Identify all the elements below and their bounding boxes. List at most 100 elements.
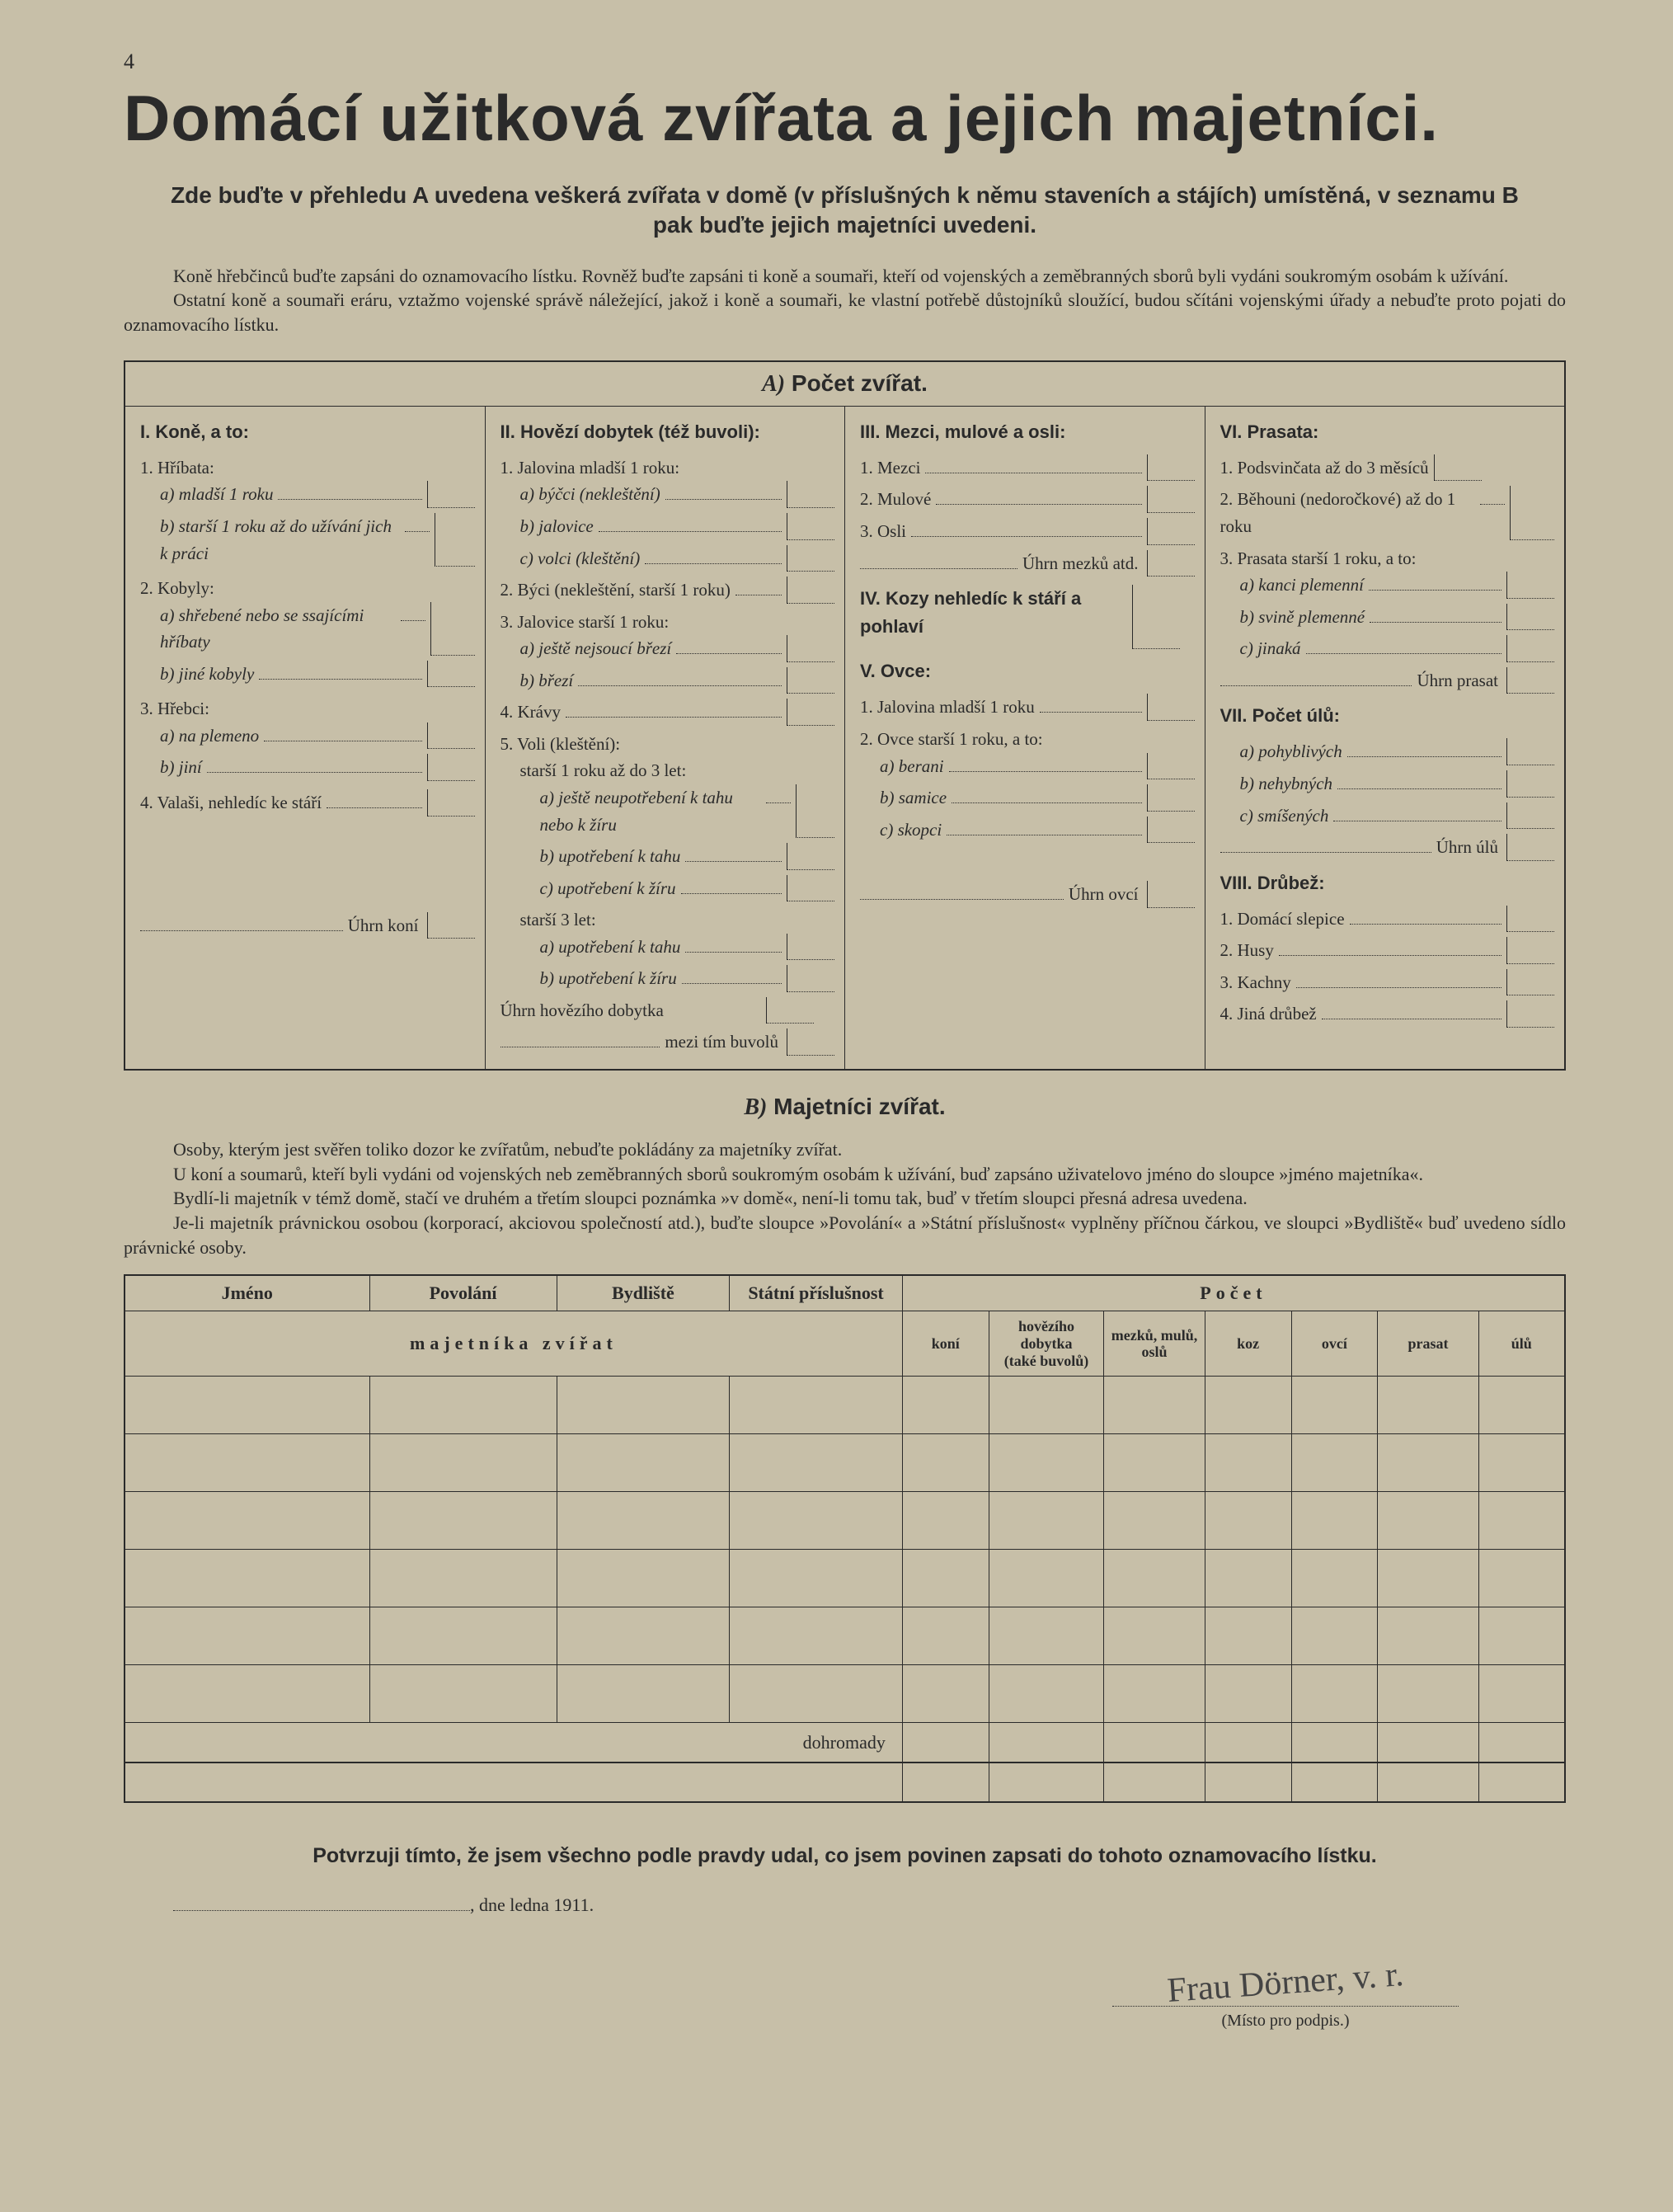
c1-g1: 1. Hříbata:	[140, 454, 475, 482]
c2-g1b: b) jalovice	[520, 513, 594, 540]
c1-total: Úhrn koní	[348, 912, 422, 939]
blank-cell	[1147, 550, 1195, 577]
c1-g3: 3. Hřebci:	[140, 695, 475, 722]
c2-g3: 3. Jalovice starší 1 roku:	[500, 609, 835, 636]
blank-cell	[1510, 486, 1554, 539]
dots	[327, 793, 421, 808]
blank-cell	[1147, 784, 1195, 812]
blank-cell	[1147, 486, 1195, 513]
c2-g5c: c) upotřebení k žíru	[540, 875, 676, 902]
c4-atot: Úhrn prasat	[1417, 667, 1501, 694]
c2-sub: mezi tím buvolů	[665, 1028, 782, 1056]
col-kone: I. Koně, a to: 1. Hříbata: a) mladší 1 r…	[125, 407, 485, 1069]
c3-a3: 3. Osli	[860, 518, 906, 545]
dots	[405, 516, 430, 532]
c2-g5b: b) upotřebení k tahu	[540, 843, 681, 870]
c2-total: Úhrn hovězího dobytka	[500, 997, 761, 1024]
c3-c2b: b) samice	[880, 784, 947, 812]
blank-cell	[427, 789, 475, 817]
th-ovci: ovcí	[1291, 1311, 1378, 1377]
c2-g1: 1. Jalovina mladší 1 roku:	[500, 454, 835, 482]
c3-a1: 1. Mezci	[860, 454, 920, 482]
blank-cell	[1147, 454, 1195, 482]
blank-cell	[787, 667, 834, 694]
blank-cell	[787, 965, 834, 992]
dots	[860, 884, 1064, 900]
section-a-letter: A)	[762, 371, 785, 397]
c4-a3: 3. Prasata starší 1 roku, a to:	[1220, 545, 1555, 572]
main-title: Domácí užitková zvířata a jejich majetní…	[124, 81, 1566, 156]
dots	[1333, 806, 1501, 821]
c2-g3a: a) ještě nejsoucí březí	[520, 635, 672, 662]
dots	[676, 638, 782, 654]
th-hov: hovězího dobytka (také buvolů)	[989, 1311, 1104, 1377]
blank-cell	[1506, 937, 1554, 964]
blank-cell	[427, 912, 475, 939]
blank-cell	[1506, 635, 1554, 662]
c4-b1: a) pohyblivých	[1240, 738, 1342, 765]
col3-titleA: III. Mezci, mulové a osli:	[860, 418, 1195, 446]
blank-cell	[787, 635, 834, 662]
dots	[1370, 607, 1501, 623]
c2-g5s2: starší 3 let:	[500, 906, 835, 934]
col1-title: I. Koně, a to:	[140, 418, 475, 446]
table-row	[125, 1607, 1565, 1665]
dots	[500, 1032, 660, 1047]
intro-text: Koně hřebčinců buďte zapsáni do oznamova…	[124, 264, 1566, 337]
dots	[1347, 742, 1501, 758]
date-line: , dne ledna 1911.	[124, 1894, 1566, 1916]
dots	[1279, 940, 1501, 956]
blank-cell	[427, 722, 475, 750]
dots	[1369, 575, 1501, 591]
col3-titleC: V. Ovce:	[860, 657, 1195, 685]
c1-g3a: a) na plemeno	[160, 722, 259, 750]
section-a-box: A) Počet zvířat. I. Koně, a to: 1. Hříba…	[124, 360, 1566, 1071]
th-statni: Státní příslušnost	[730, 1275, 903, 1311]
table-extra-row	[125, 1763, 1565, 1802]
owners-table: Jméno Povolání Bydliště Státní příslušno…	[124, 1274, 1566, 1803]
c4-c1: 1. Domácí slepice	[1220, 906, 1345, 933]
dots	[645, 548, 782, 564]
c2-g1c: c) volci (kleštění)	[520, 545, 641, 572]
c4-a1: 1. Podsvinčata až do 3 měsíců	[1220, 454, 1429, 482]
c2-g3b: b) březí	[520, 667, 574, 694]
c4-a2: 2. Běhouni (nedoročkové) až do 1 roku	[1220, 486, 1475, 539]
blank-cell	[1506, 969, 1554, 996]
dots	[735, 580, 782, 595]
c4-c3: 3. Kachny	[1220, 969, 1291, 996]
col3-titleB: IV. Kozy nehledíc k stáří a pohlaví	[860, 585, 1127, 641]
c4-b3: c) smíšených	[1240, 802, 1329, 830]
dots	[259, 664, 421, 680]
blank-cell	[787, 513, 834, 540]
c3-atot: Úhrn mezků atd.	[1022, 550, 1142, 577]
th-pocet: Počet	[902, 1275, 1565, 1311]
blank-cell	[787, 545, 834, 572]
section-b-text: Osoby, kterým jest svěřen toliko dozor k…	[124, 1137, 1566, 1259]
blank-cell	[427, 754, 475, 781]
blank-cell	[1506, 604, 1554, 631]
page-number: 4	[124, 49, 1566, 74]
col-mezci-kozy-ovce: III. Mezci, mulové a osli: 1. Mezci 2. M…	[844, 407, 1205, 1069]
col4-titleA: VI. Prasata:	[1220, 418, 1555, 446]
c1-g1a: a) mladší 1 roku	[160, 481, 273, 508]
c2-g5: 5. Voli (kleštění):	[500, 731, 835, 758]
c4-b2: b) nehybných	[1240, 770, 1333, 798]
confirmation-text: Potvrzuji tímto, že jsem všechno podle p…	[124, 1844, 1566, 1868]
blank-cell	[787, 481, 834, 508]
blank-cell	[1506, 802, 1554, 830]
dots	[685, 846, 782, 862]
blank-cell	[1506, 834, 1554, 861]
blank-cell	[1506, 572, 1554, 599]
dots	[860, 553, 1017, 569]
blank-cell	[430, 602, 474, 656]
th-koni: koní	[902, 1311, 989, 1377]
dots	[278, 485, 421, 501]
th-prasat: prasat	[1378, 1311, 1478, 1377]
col2-title: II. Hovězí dobytek (též buvoli):	[500, 418, 835, 446]
dots	[936, 490, 1141, 506]
dots	[952, 788, 1141, 803]
blank-cell	[796, 784, 834, 838]
dots	[1306, 638, 1501, 654]
c4-a3c: c) jinaká	[1240, 635, 1301, 662]
blank-cell	[787, 1028, 834, 1056]
